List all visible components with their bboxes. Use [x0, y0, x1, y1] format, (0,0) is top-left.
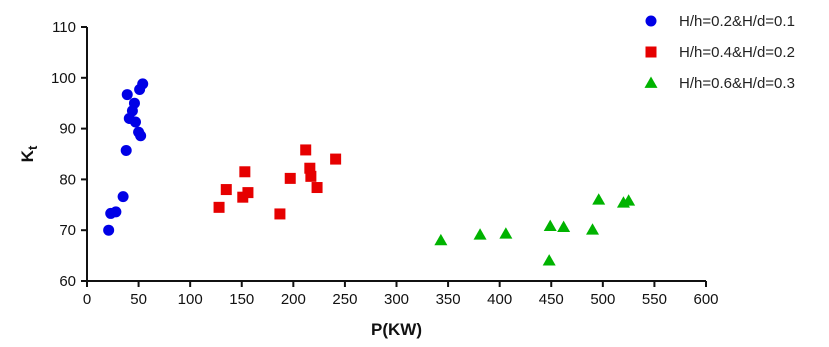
data-point-series-2 [242, 187, 254, 199]
data-point-series-3 [434, 233, 448, 246]
x-tick-label: 350 [436, 291, 461, 308]
y-tick-label: 70 [59, 222, 76, 239]
legend-marker-triangle [644, 76, 658, 88]
legend-marker-square [645, 46, 657, 58]
data-point-series-2 [330, 153, 342, 165]
data-point-series-3 [586, 223, 600, 235]
legend: H/h=0.2&H/d=0.1 H/h=0.4&H/d=0.2 H/h=0.6&H/… [644, 13, 795, 92]
data-point-series-2 [274, 208, 286, 220]
legend-item-3: H/h=0.6&H/d=0.3 [644, 75, 795, 92]
x-tick-label: 250 [332, 291, 357, 308]
data-point-series-3 [473, 228, 487, 240]
data-point-series-1 [135, 130, 147, 142]
axes [86, 27, 706, 282]
legend-item-2: H/h=0.4&H/d=0.2 [645, 44, 795, 61]
data-point-series-1 [129, 116, 141, 128]
data-point-series-2 [220, 184, 232, 196]
data-point-series-2 [284, 172, 296, 184]
y-axis-label-main: K [18, 149, 37, 162]
data-point-series-3 [499, 227, 513, 239]
data-point-series-2 [311, 182, 323, 194]
data-point-series-1 [121, 89, 133, 101]
y-tick-label: 100 [51, 70, 76, 87]
legend-label: H/h=0.2&H/d=0.1 [679, 13, 795, 30]
x-tick-label: 300 [384, 291, 409, 308]
data-point-series-1 [110, 206, 122, 218]
data-points [103, 78, 636, 266]
data-point-series-1 [120, 144, 132, 156]
x-tick-label: 0 [83, 291, 91, 308]
data-point-series-3 [557, 220, 571, 233]
data-point-series-1 [137, 78, 149, 90]
data-point-series-2 [239, 166, 251, 178]
y-tick-label: 60 [59, 273, 76, 290]
x-tick-label: 200 [281, 291, 306, 308]
legend-label: H/h=0.4&H/d=0.2 [679, 44, 795, 61]
data-point-series-3 [542, 254, 556, 266]
x-tick-label: 500 [590, 291, 615, 308]
data-point-series-2 [213, 201, 225, 213]
legend-label: H/h=0.6&H/d=0.3 [679, 75, 795, 92]
x-tick-label: 450 [539, 291, 564, 308]
data-point-series-3 [622, 194, 636, 206]
x-tick-label: 400 [487, 291, 512, 308]
data-point-series-1 [103, 224, 115, 236]
data-point-series-2 [300, 144, 312, 156]
y-tick-label: 80 [59, 171, 76, 188]
x-tick-label: 550 [642, 291, 667, 308]
y-axis-label: Kt [18, 145, 40, 162]
x-ticks: 0 50 100 150 200 250 300 350 400 450 500 550 600 [83, 281, 719, 308]
legend-item-1: H/h=0.2&H/d=0.1 [645, 13, 795, 30]
data-point-series-3 [543, 219, 557, 232]
data-point-series-2 [304, 162, 316, 174]
legend-marker-circle [645, 15, 657, 27]
x-tick-label: 150 [229, 291, 254, 308]
data-point-series-2 [305, 170, 317, 182]
y-tick-label: 90 [59, 121, 76, 138]
data-point-series-3 [592, 193, 606, 205]
x-tick-label: 100 [178, 291, 203, 308]
data-point-series-1 [128, 97, 140, 109]
data-point-series-1 [117, 191, 129, 203]
y-ticks: 60 70 80 90 100 110 [51, 19, 87, 290]
y-tick-label: 110 [52, 19, 76, 36]
y-axis-label-subscript: t [25, 145, 40, 150]
x-tick-label: 600 [693, 291, 718, 308]
x-tick-label: 50 [130, 291, 147, 308]
x-axis-label: P(KW) [371, 320, 422, 339]
